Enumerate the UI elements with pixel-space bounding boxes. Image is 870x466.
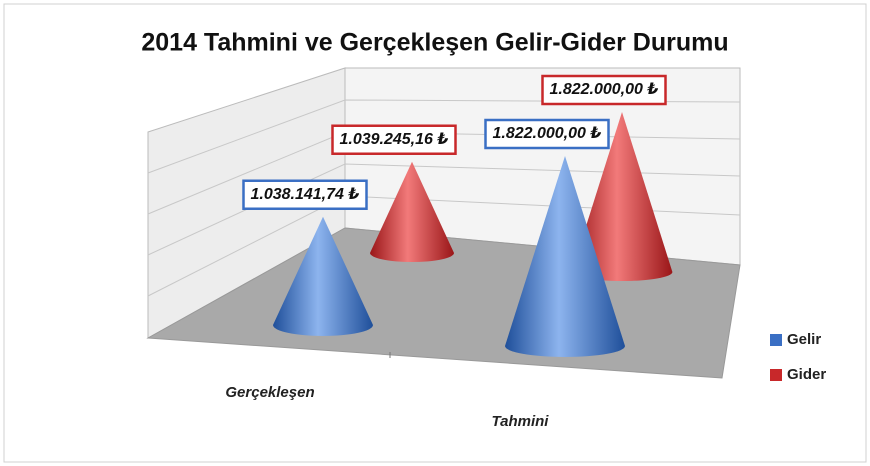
cone xyxy=(370,161,454,262)
legend-swatch xyxy=(770,334,782,346)
legend-swatch xyxy=(770,369,782,381)
data-label-text: 1.822.000,00 ₺ xyxy=(550,81,659,98)
data-label: 1.039.245,16 ₺ xyxy=(331,124,457,155)
data-label-box xyxy=(331,124,457,155)
cone xyxy=(571,112,673,281)
data-label: 1.038.141,74 ₺ xyxy=(242,179,368,210)
data-label-box xyxy=(541,74,667,106)
legend-label: Gider xyxy=(787,366,826,383)
data-label-box xyxy=(484,118,610,150)
cone xyxy=(273,216,373,336)
data-label-box xyxy=(242,179,368,210)
chart-title: 2014 Tahmini ve Gerçekleşen Gelir-Gider … xyxy=(141,29,728,57)
data-label-text: 1.039.245,16 ₺ xyxy=(340,131,449,148)
data-label: 1.822.000,00 ₺ xyxy=(484,118,610,150)
data-label-text: 1.822.000,00 ₺ xyxy=(493,125,602,142)
data-label: 1.822.000,00 ₺ xyxy=(541,74,667,106)
x-tick-label: Gerçekleşen xyxy=(225,384,314,401)
legend-label: Gelir xyxy=(787,331,821,348)
cone xyxy=(505,156,625,357)
x-tick-label: Tahmini xyxy=(492,413,550,430)
data-label-text: 1.038.141,74 ₺ xyxy=(251,186,360,203)
